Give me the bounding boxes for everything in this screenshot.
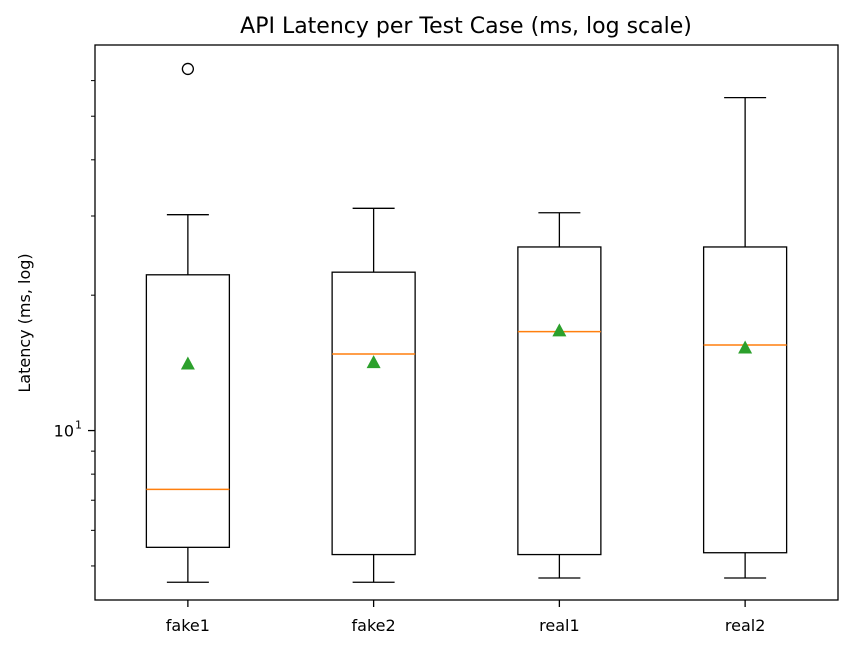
outlier-point	[181, 62, 195, 76]
plot-area: 10 1 fake1 fake2 real1 real2	[54, 62, 788, 635]
chart-title: API Latency per Test Case (ms, log scale…	[240, 14, 692, 39]
x-tick-label: fake2	[352, 616, 396, 635]
x-tick-label: real2	[725, 616, 766, 635]
plot-frame	[94, 44, 839, 601]
mean-marker	[180, 356, 195, 370]
box-fake1: fake1	[145, 62, 231, 635]
box-real2: real2	[702, 96, 788, 635]
x-tick-label: real1	[539, 616, 580, 635]
x-tick-label: fake1	[166, 616, 210, 635]
box-real1: real1	[517, 212, 602, 635]
mean-marker	[738, 340, 753, 354]
iqr-box	[331, 271, 416, 556]
box-fake2: fake2	[331, 207, 416, 635]
mean-marker	[366, 355, 381, 369]
iqr-box	[517, 246, 602, 556]
y-axis-label: Latency (ms, log)	[15, 253, 34, 392]
mean-marker	[552, 323, 567, 337]
iqr-box	[702, 246, 788, 554]
y-tick-label-exponent: 1	[75, 419, 82, 432]
iqr-box	[145, 274, 231, 548]
y-tick-label: 10	[54, 422, 74, 441]
